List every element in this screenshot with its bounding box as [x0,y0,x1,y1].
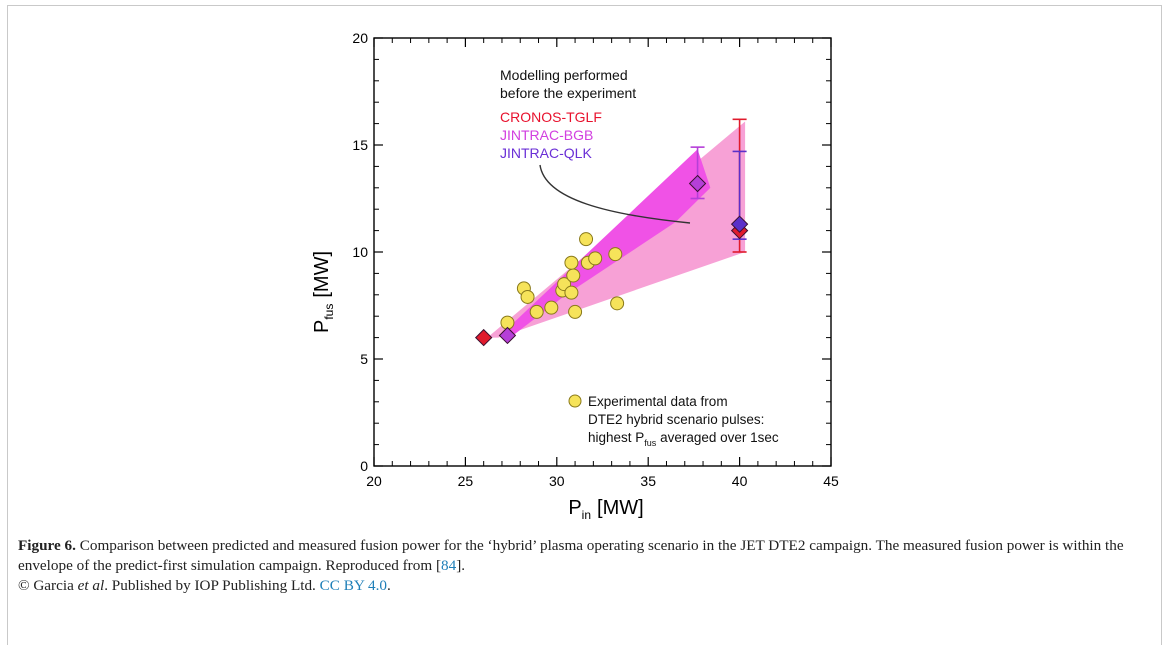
x-tick-label: 20 [366,473,382,489]
data-point [564,255,579,270]
model-point [688,174,707,193]
data-point [579,232,594,247]
x-tick-label: 45 [823,473,839,489]
data-point [564,285,579,300]
data-point [608,247,623,262]
model-point [474,328,493,347]
model-point [730,215,749,233]
envelope-layer [487,121,746,338]
data-point [588,251,603,266]
legend-marker-experimental [568,394,582,408]
caption-license-link[interactable]: CC BY 4.0 [319,577,388,594]
caption-copyright: © Garcia [18,577,78,594]
figure-frame [7,5,1162,645]
data-point [566,268,581,283]
caption-period: . [387,577,391,594]
annotation-model-bgb: JINTRAC-BGB [500,127,593,143]
y-tick-label: 20 [352,30,368,46]
y-axis-label: Pfus[MW] [311,251,336,333]
x-tick-label: 40 [732,473,748,489]
annotation-line-2: before the experiment [500,85,636,101]
x-tick-label: 30 [549,473,565,489]
caption-etal: et al [77,577,105,594]
caption-label: Figure 6. [18,537,76,554]
caption-text: Comparison between predicted and measure… [18,537,1124,574]
y-tick-label: 15 [352,137,368,153]
y-tick-label: 0 [360,458,368,474]
x-axis-label: Pin [MW] [568,497,643,522]
axis-ticks: 20 25 30 35 40 45 0 5 10 15 20 [352,30,839,489]
data-marks [474,118,749,347]
y-tick-label: 10 [352,244,368,260]
annotation-pointer-line [539,164,691,224]
legend-line-3: highest Pfus averaged over 1sec [588,430,779,448]
legend-line-2: DTE2 hybrid scenario pulses: [588,412,764,427]
data-point [544,300,559,315]
data-point [568,304,583,319]
annotation-model-qlk: JINTRAC-QLK [500,145,592,161]
fusion-power-chart: 20 25 30 35 40 45 0 5 10 15 20 Pfus[MW] Pin [MW] Mo… [311,30,839,522]
caption-publisher: . Published by IOP Publishing Ltd. [104,577,320,594]
caption-reference-link[interactable]: 84 [441,557,457,574]
annotation-line-1: Modelling performed [500,67,628,83]
caption-text-end: ]. [456,557,466,574]
envelope-inner [500,149,711,336]
y-tick-label: 5 [360,351,368,367]
annotation-model-cronos: CRONOS-TGLF [500,109,602,125]
x-tick-label: 35 [640,473,656,489]
figure-caption: Figure 6. Comparison between predicted a… [18,536,1143,596]
data-point [529,304,544,319]
data-point [610,296,625,311]
data-point [520,289,535,304]
model-point [498,326,517,345]
x-tick-label: 25 [458,473,474,489]
legend-line-1: Experimental data from [588,394,728,409]
